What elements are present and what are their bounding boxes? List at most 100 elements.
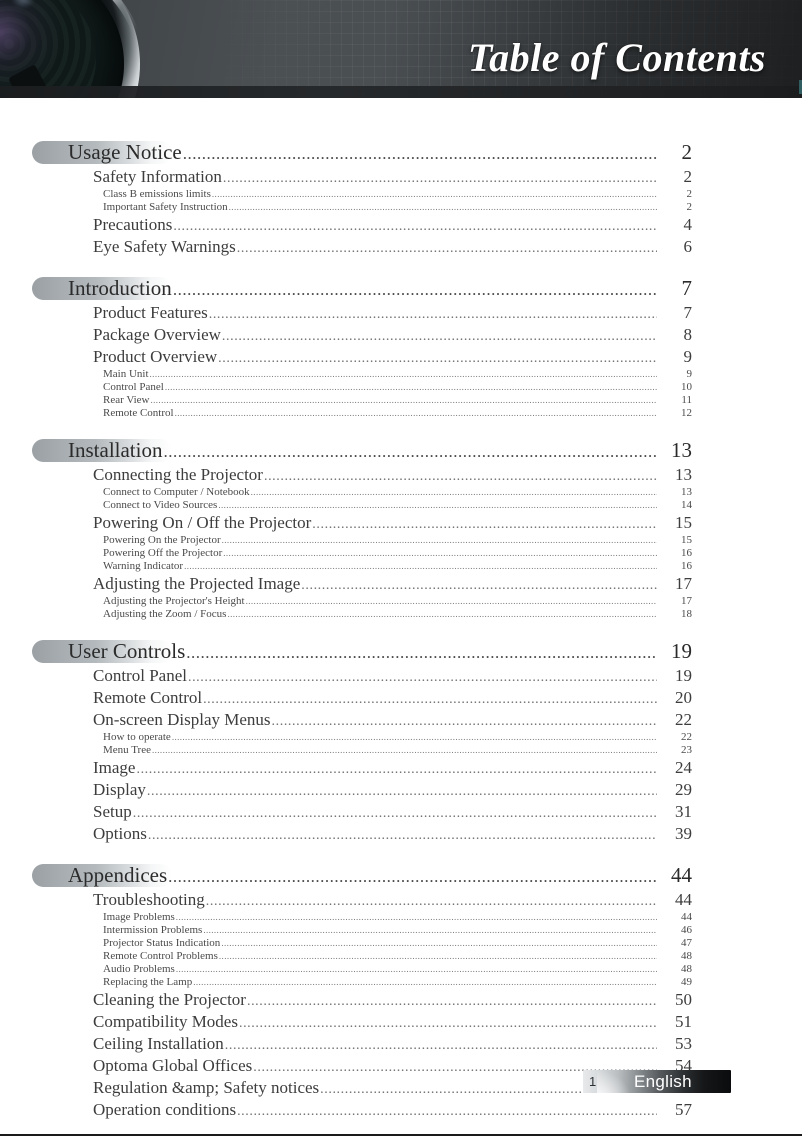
- toc-entry-level-1[interactable]: Introduction............................…: [32, 275, 692, 302]
- toc-entry-level-1[interactable]: User Controls...........................…: [32, 638, 692, 665]
- toc-entry-level-3[interactable]: Adjusting the Projector's Height........…: [32, 595, 692, 608]
- toc-entry-page-number: 51: [675, 1012, 692, 1031]
- toc-entry-label: Remote Control Problems: [103, 950, 218, 962]
- toc-entry-level-2[interactable]: Safety Information......................…: [32, 166, 692, 188]
- projector-lens-icon: [0, 0, 146, 98]
- toc-entry-page-number: 2: [686, 188, 693, 200]
- toc-entry-level-2[interactable]: Adjusting the Projected Image...........…: [32, 573, 692, 595]
- toc-entry-level-2[interactable]: Product Overview........................…: [32, 346, 692, 368]
- section-pill-badge: [32, 640, 172, 663]
- toc-entry-level-2[interactable]: Image...................................…: [32, 757, 692, 779]
- section-pill-badge: [32, 277, 172, 300]
- dot-leaders: ........................................…: [168, 867, 657, 886]
- toc-entry-level-2[interactable]: Ceiling Installation....................…: [32, 1033, 692, 1055]
- toc-entry-level-3[interactable]: Important Safety Instruction............…: [32, 201, 692, 214]
- dot-leaders: ........................................…: [203, 692, 657, 707]
- toc-entry-level-3[interactable]: Powering Off the Projector..............…: [32, 547, 692, 560]
- toc-entry-level-3[interactable]: Warning Indicator.......................…: [32, 560, 692, 573]
- toc-entry-page-number: 48: [681, 950, 692, 962]
- toc-entry-level-3[interactable]: Rear View...............................…: [32, 394, 692, 407]
- toc-entry-label: Connect to Video Sources: [103, 499, 218, 511]
- toc-entry-level-2[interactable]: Operation conditions....................…: [32, 1099, 692, 1121]
- table-of-contents-list: Usage Notice............................…: [0, 122, 802, 1121]
- toc-entry-label: Main Unit: [103, 368, 149, 380]
- dot-leaders: ........................................…: [187, 670, 657, 685]
- toc-entry-level-3[interactable]: Image Problems..........................…: [32, 911, 692, 924]
- toc-entry-level-2[interactable]: Precautions.............................…: [32, 214, 692, 236]
- toc-entry-page-number: 19: [675, 666, 692, 685]
- toc-entry-level-2[interactable]: Control Panel...........................…: [32, 665, 692, 687]
- toc-entry-level-2[interactable]: Remote Control..........................…: [32, 687, 692, 709]
- toc-entry-level-2[interactable]: Product Features........................…: [32, 302, 692, 324]
- toc-entry-level-2[interactable]: Compatibility Modes.....................…: [32, 1011, 692, 1033]
- toc-entry-level-3[interactable]: How to operate..........................…: [32, 731, 692, 744]
- dot-leaders: ........................................…: [227, 609, 657, 619]
- section-pill-badge: [32, 141, 172, 164]
- toc-entry-level-3[interactable]: Menu Tree...............................…: [32, 744, 692, 757]
- toc-entry-level-3[interactable]: Powering On the Projector...............…: [32, 534, 692, 547]
- footer-page-number: 1: [589, 1074, 597, 1089]
- toc-entry-page-number: 15: [675, 513, 692, 532]
- toc-entry-page-number: 6: [683, 237, 693, 256]
- toc-entry-level-2[interactable]: Connecting the Projector................…: [32, 464, 692, 486]
- toc-entry-label: Introduction: [68, 276, 172, 300]
- toc-entry-level-2[interactable]: Options.................................…: [32, 823, 692, 845]
- dot-leaders: ........................................…: [203, 925, 657, 935]
- toc-entry-level-2[interactable]: On-screen Display Menus.................…: [32, 709, 692, 731]
- dot-leaders: ........................................…: [221, 329, 657, 344]
- dot-leaders: ........................................…: [218, 351, 657, 366]
- toc-entry-level-2[interactable]: Display.................................…: [32, 779, 692, 801]
- toc-entry-label: Troubleshooting: [93, 890, 205, 909]
- toc-entry-level-2[interactable]: Powering On / Off the Projector.........…: [32, 512, 692, 534]
- dot-leaders: ........................................…: [312, 517, 657, 532]
- toc-entry-level-1[interactable]: Appendices..............................…: [32, 862, 692, 889]
- toc-entry-level-3[interactable]: Remote Control Problems.................…: [32, 950, 692, 963]
- toc-entry-page-number: 7: [683, 303, 693, 322]
- toc-entry-level-2[interactable]: Package Overview........................…: [32, 324, 692, 346]
- dot-leaders: ........................................…: [238, 1016, 657, 1031]
- toc-entry-page-number: 24: [675, 758, 692, 777]
- toc-entry-label: Powering On / Off the Projector: [93, 513, 312, 532]
- toc-entry-label: Adjusting the Projected Image: [93, 574, 301, 593]
- toc-entry-level-2[interactable]: Cleaning the Projector..................…: [32, 989, 692, 1011]
- toc-entry-level-3[interactable]: Audio Problems..........................…: [32, 963, 692, 976]
- toc-entry-label: Product Features: [93, 303, 208, 322]
- toc-entry-level-3[interactable]: Connect to Video Sources................…: [32, 499, 692, 512]
- toc-entry-page-number: 20: [675, 688, 692, 707]
- toc-entry-page-number: 13: [681, 486, 692, 498]
- toc-entry-level-3[interactable]: Intermission Problems...................…: [32, 924, 692, 937]
- dot-leaders: ........................................…: [263, 469, 657, 484]
- header-edge-marker: [799, 80, 802, 94]
- toc-entry-label: Powering On the Projector: [103, 534, 221, 546]
- toc-entry-label: On-screen Display Menus: [93, 710, 271, 729]
- toc-entry-level-1[interactable]: Installation............................…: [32, 437, 692, 464]
- section-pill-badge: [32, 439, 172, 462]
- toc-entry-label: Powering Off the Projector: [103, 547, 223, 559]
- toc-entry-level-3[interactable]: Connect to Computer / Notebook..........…: [32, 486, 692, 499]
- toc-entry-level-3[interactable]: Remote Control..........................…: [32, 407, 692, 420]
- dot-leaders: ........................................…: [186, 643, 657, 662]
- toc-entry-level-2[interactable]: Troubleshooting.........................…: [32, 889, 692, 911]
- toc-entry-level-3[interactable]: Adjusting the Zoom / Focus..............…: [32, 608, 692, 621]
- dot-leaders: ........................................…: [271, 714, 657, 729]
- dot-leaders: ........................................…: [221, 535, 657, 545]
- toc-entry-level-3[interactable]: Class B emissions limits................…: [32, 188, 692, 201]
- toc-entry-page-number: 44: [681, 911, 692, 923]
- toc-entry-level-1[interactable]: Usage Notice............................…: [32, 139, 692, 166]
- dot-leaders: ........................................…: [236, 241, 657, 256]
- dot-leaders: ........................................…: [193, 977, 657, 987]
- toc-entry-level-2[interactable]: Regulation &amp; Safety notices.........…: [32, 1077, 692, 1099]
- toc-entry-level-3[interactable]: Replacing the Lamp......................…: [32, 976, 692, 989]
- toc-entry-page-number: 13: [675, 465, 692, 484]
- dot-leaders: ........................................…: [223, 548, 657, 558]
- toc-entry-level-2[interactable]: Setup...................................…: [32, 801, 692, 823]
- toc-entry-level-3[interactable]: Projector Status Indication.............…: [32, 937, 692, 950]
- toc-entry-label: Optoma Global Offices: [93, 1056, 253, 1075]
- toc-entry-level-3[interactable]: Main Unit...............................…: [32, 368, 692, 381]
- toc-entry-level-3[interactable]: Control Panel...........................…: [32, 381, 692, 394]
- toc-entry-level-2[interactable]: Eye Safety Warnings.....................…: [32, 236, 692, 258]
- toc-entry-page-number: 18: [681, 608, 692, 620]
- dot-leaders: ........................................…: [173, 219, 657, 234]
- dot-leaders: ........................................…: [172, 280, 657, 299]
